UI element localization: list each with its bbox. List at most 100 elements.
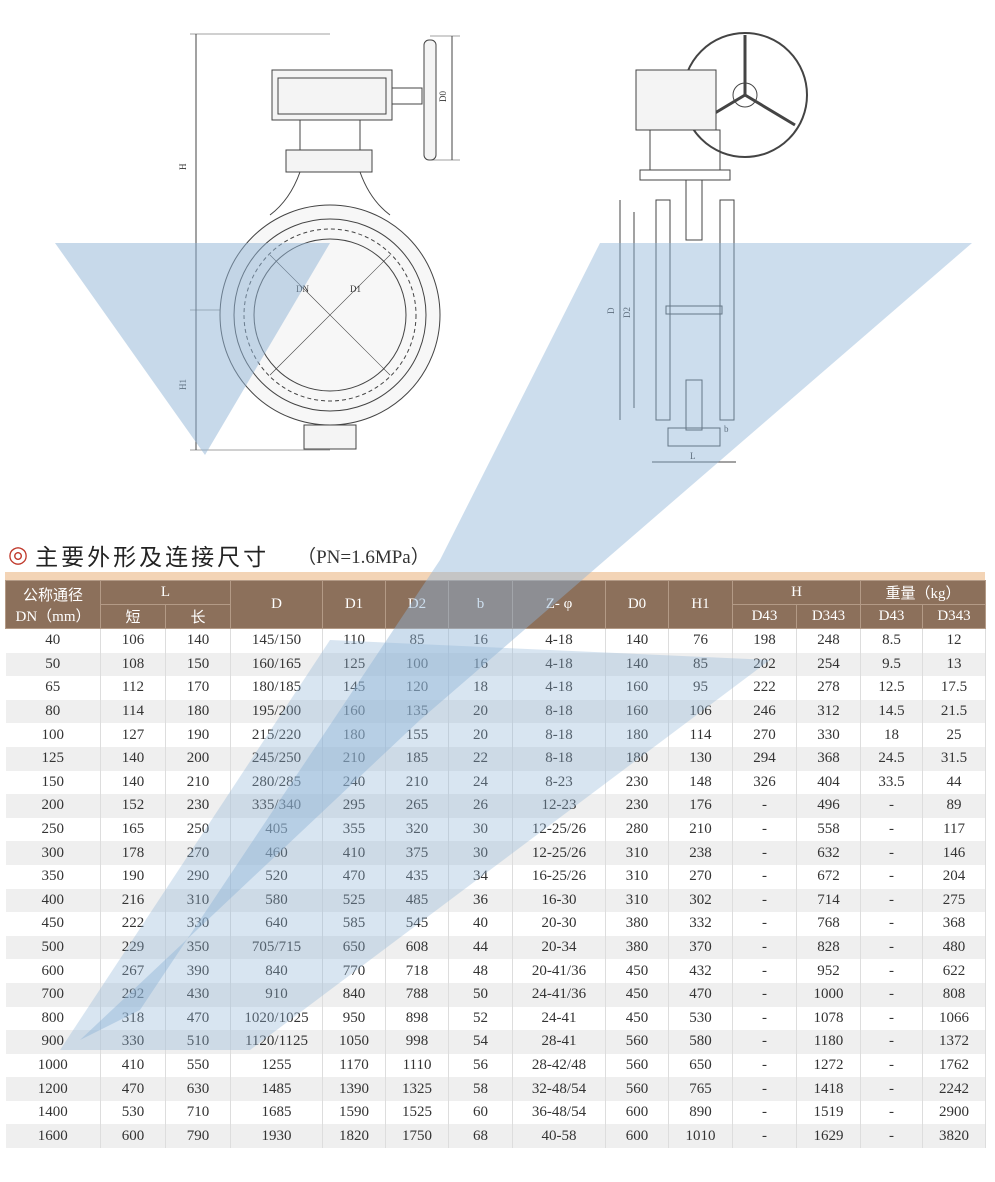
table-cell: 910 <box>230 982 324 1007</box>
table-cell: 1685 <box>230 1100 324 1125</box>
table-cell: 380 <box>605 912 670 936</box>
table-cell: 26 <box>448 794 514 818</box>
table-cell: 180 <box>165 699 232 724</box>
table-cell: 14.5 <box>860 699 924 724</box>
table-cell: 160/165 <box>230 652 324 677</box>
table-cell: 470 <box>165 1006 232 1031</box>
table-cell: 560 <box>605 1030 670 1054</box>
table-cell: 1372 <box>922 1030 987 1054</box>
table-cell: - <box>732 1006 798 1031</box>
table-cell: 705/715 <box>230 935 324 960</box>
table-cell: 1525 <box>385 1100 450 1125</box>
table-cell: 1590 <box>322 1100 387 1125</box>
table-row: 100 127 190 215/220 180 155 20 8-18 180 114 270 330… <box>5 723 987 747</box>
table-cell: - <box>732 1100 798 1125</box>
table-cell: - <box>732 1077 798 1101</box>
table-cell: 200 <box>5 794 101 818</box>
table-cell: 4-18 <box>512 652 607 677</box>
table-cell: 20-34 <box>512 935 607 960</box>
table-cell: 400 <box>5 888 101 913</box>
table-cell: 12 <box>922 628 987 653</box>
table-cell: 560 <box>605 1053 670 1078</box>
table-row: 250 165 250 405 355 320 30 12-25/26 280 210-558-1… <box>5 817 987 842</box>
table-cell: - <box>860 1030 924 1054</box>
table-row: 200 152 230 335/340 295 265 26 12-23 230 176-496-… <box>5 794 987 818</box>
table-cell: 700 <box>5 982 101 1007</box>
table-cell: 20 <box>448 699 514 724</box>
table-cell: 12-25/26 <box>512 841 607 865</box>
table-cell: 890 <box>668 1100 734 1125</box>
table-cell: 2242 <box>922 1077 987 1101</box>
table-cell: 135 <box>385 699 450 724</box>
table-cell: 106 <box>668 699 734 724</box>
table-cell: 145 <box>322 676 387 700</box>
table-cell: 632 <box>796 841 862 865</box>
table-cell: 450 <box>605 959 670 983</box>
table-cell: 710 <box>165 1100 232 1125</box>
table-cell: 1078 <box>796 1006 862 1031</box>
table-cell: 140 <box>605 628 670 653</box>
table-cell: 22 <box>448 746 514 771</box>
table-cell: 1418 <box>796 1077 862 1101</box>
table-cell: 125 <box>5 746 101 771</box>
table-cell: 368 <box>796 746 862 771</box>
table-cell: 40-58 <box>512 1124 607 1149</box>
table-cell: 530 <box>668 1006 734 1031</box>
table-cell: 8-18 <box>512 746 607 771</box>
table-cell: 200 <box>165 746 232 771</box>
table-cell: 150 <box>165 652 232 677</box>
table-cell: 180/185 <box>230 676 324 700</box>
table-cell: 1200 <box>5 1077 101 1101</box>
table-cell: 25 <box>922 723 987 747</box>
table-cell: 145/150 <box>230 628 324 653</box>
table-row: 900 330 510 1120/1125 1050 998 54 28-41 560 580-1… <box>5 1030 987 1054</box>
dimensions-table: 公称通径 DN（mm） L D D1 D2 b Z- φ D0 H1 H 重量（k… <box>5 580 987 1149</box>
table-cell: 326 <box>732 770 798 795</box>
table-cell: 275 <box>922 888 987 913</box>
table-cell: 368 <box>922 912 987 936</box>
table-cell: 898 <box>385 1006 450 1031</box>
table-cell: 335/340 <box>230 794 324 818</box>
table-cell: 310 <box>605 864 670 889</box>
table-cell: - <box>860 1006 924 1031</box>
table-cell: 4-18 <box>512 676 607 700</box>
table-cell: 216 <box>100 888 166 913</box>
table-cell: 54 <box>448 1030 514 1054</box>
table-cell: 380 <box>605 935 670 960</box>
table-cell: 790 <box>165 1124 232 1149</box>
table-cell: - <box>732 1030 798 1054</box>
table-cell: 24 <box>448 770 514 795</box>
header-b: b <box>448 580 514 629</box>
header-weight: 重量（kg） <box>860 580 987 605</box>
table-cell: 16 <box>448 652 514 677</box>
table-cell: 1170 <box>322 1053 387 1078</box>
table-cell: 60 <box>448 1100 514 1125</box>
table-cell: - <box>860 864 924 889</box>
table-cell: 525 <box>322 888 387 913</box>
table-cell: - <box>860 912 924 936</box>
table-cell: 410 <box>322 841 387 865</box>
table-cell: - <box>860 982 924 1007</box>
table-cell: 1050 <box>322 1030 387 1054</box>
table-cell: 9.5 <box>860 652 924 677</box>
table-cell: 1325 <box>385 1077 450 1101</box>
table-cell: 900 <box>5 1030 101 1054</box>
header-L-long: 长 <box>164 604 232 629</box>
table-cell: 714 <box>796 888 862 913</box>
header-D: D <box>230 580 324 629</box>
table-cell: 125 <box>322 652 387 677</box>
table-cell: - <box>732 794 798 818</box>
table-cell: 1519 <box>796 1100 862 1125</box>
table-cell: 48 <box>448 959 514 983</box>
table-cell: 1010 <box>668 1124 734 1149</box>
table-cell: 95 <box>668 676 734 700</box>
table-cell: 330 <box>796 723 862 747</box>
table-cell: 280 <box>605 817 670 842</box>
table-cell: 13 <box>922 652 987 677</box>
table-cell: 302 <box>668 888 734 913</box>
table-cell: 16-25/26 <box>512 864 607 889</box>
table-cell: 85 <box>668 652 734 677</box>
table-row: 150 140 210 280/285 240 210 24 8-23 230 148 326 404… <box>5 770 987 795</box>
header-dn: 公称通径 DN（mm） <box>5 580 101 629</box>
table-cell: 30 <box>448 841 514 865</box>
